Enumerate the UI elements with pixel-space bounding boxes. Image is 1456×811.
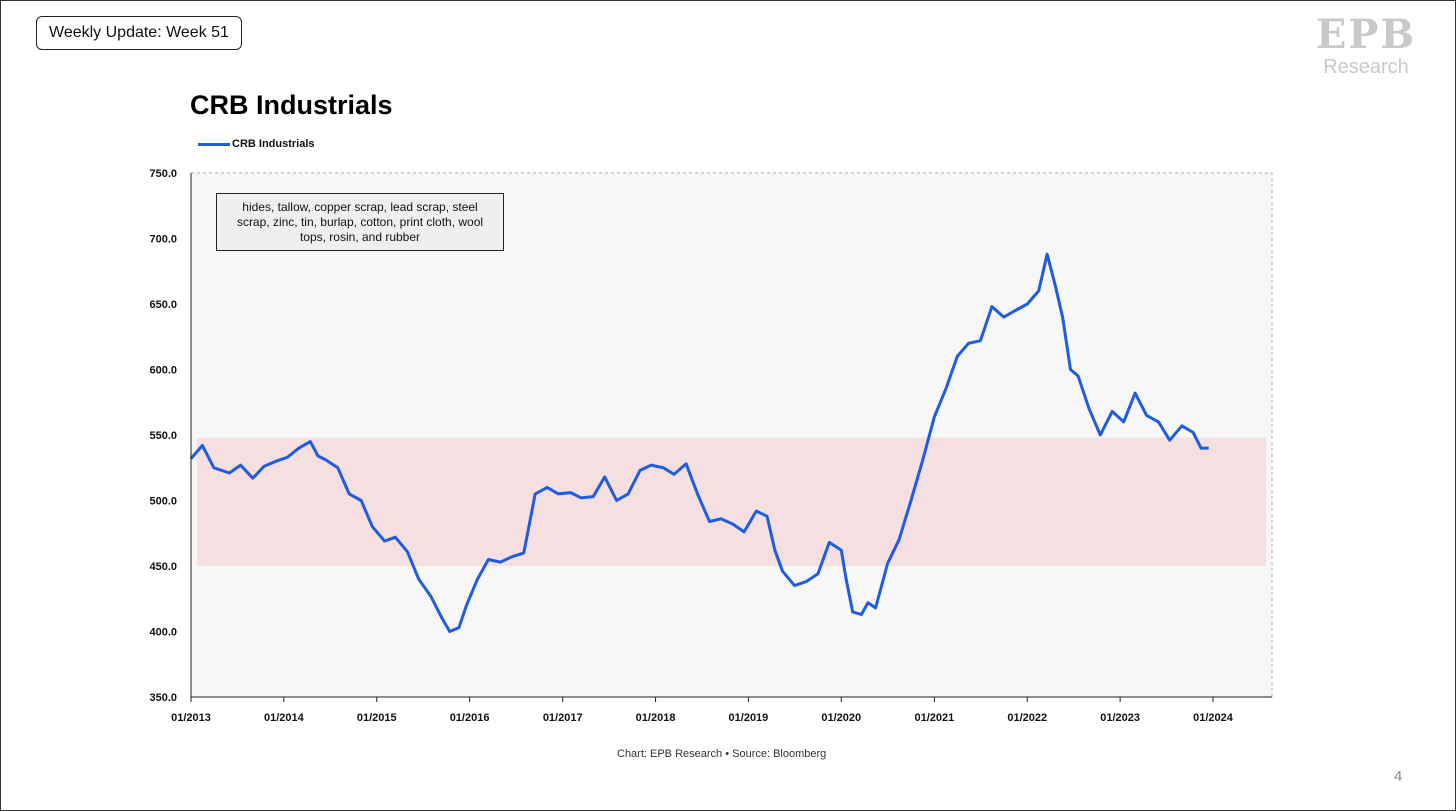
components-annotation: hides, tallow, copper scrap, lead scrap,… — [216, 193, 504, 251]
x-axis: 01/2013 01/2014 01/2015 01/2016 01/2017 01/20… — [171, 697, 1234, 724]
y-tick-label: 550.0 — [149, 430, 177, 442]
epb-logo: EPB Research — [1310, 14, 1422, 84]
shaded-range-band — [197, 437, 1266, 566]
y-tick-label: 650.0 — [149, 299, 177, 311]
y-tick-label: 600.0 — [149, 365, 177, 377]
y-tick-label: 700.0 — [149, 234, 177, 246]
x-tick-label: 01/2022 — [1007, 712, 1047, 724]
y-tick-label: 350.0 — [149, 692, 177, 704]
logo-mark: EPB — [1315, 11, 1417, 58]
plot-background — [190, 172, 1273, 698]
y-axis: 350.0 400.0 450.0 500.0 550.0 600.0 650.0 700.0… — [149, 168, 177, 704]
x-tick-label: 01/2023 — [1100, 712, 1140, 724]
chart-source: Chart: EPB Research • Source: Bloomberg — [617, 748, 827, 760]
page-number: 4 — [1394, 768, 1403, 785]
x-tick-label: 01/2024 — [1193, 712, 1234, 724]
x-tick-label: 01/2014 — [264, 712, 305, 724]
x-tick-label: 01/2015 — [357, 712, 397, 724]
y-tick-label: 450.0 — [149, 561, 177, 573]
chart-legend: CRB Industrials — [198, 138, 315, 150]
x-tick-label: 01/2020 — [821, 712, 861, 724]
y-tick-label: 400.0 — [149, 627, 177, 639]
series-line-crb-industrials — [189, 252, 1209, 633]
chart-title: CRB Industrials — [190, 90, 393, 120]
legend-line-swatch — [198, 142, 230, 146]
legend-label: CRB Industrials — [232, 138, 315, 150]
x-tick-label: 01/2016 — [450, 712, 490, 724]
y-tick-label: 500.0 — [149, 496, 177, 508]
x-tick-label: 01/2017 — [543, 712, 583, 724]
x-tick-label: 01/2021 — [915, 712, 955, 724]
week-badge: Weekly Update: Week 51 — [36, 16, 242, 50]
x-tick-label: 01/2019 — [729, 712, 769, 724]
logo-subtext: Research — [1323, 56, 1409, 78]
x-tick-label: 01/2018 — [636, 712, 676, 724]
x-tick-label: 01/2013 — [171, 712, 211, 724]
y-tick-label: 750.0 — [149, 168, 177, 180]
